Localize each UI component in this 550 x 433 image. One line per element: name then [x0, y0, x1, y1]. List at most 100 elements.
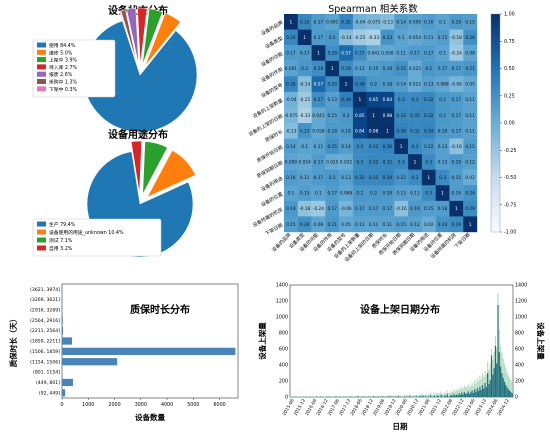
shelf-bar-142: [474, 389, 476, 397]
shelf-overlay-bar-48: [352, 396, 354, 397]
shelf-overlay-bar-92: [409, 394, 411, 397]
heat-value-5-11: 0.2: [439, 97, 446, 103]
shelf-bar-161: [498, 352, 500, 397]
heat-cell-13-5: [352, 216, 367, 233]
shelf-overlay-bar-53: [358, 396, 360, 397]
heat-cell-6-2: [311, 107, 326, 124]
heat-value-1-13: 0.26: [465, 35, 475, 41]
heat-value-7-4: 0.18: [341, 128, 351, 134]
heat-value-7-0: -0.13: [285, 128, 296, 134]
heat-value-1-6: -0.33: [368, 35, 379, 41]
heat-value-12-6: 0.17: [369, 206, 379, 212]
heat-cell-1-1: [297, 29, 312, 46]
heat-cell-12-1: [297, 200, 312, 217]
shelf-bar-125: [452, 395, 454, 397]
shelf-overlay-bar-123: [449, 392, 451, 397]
warranty-chart-title: 质保时长分布: [130, 303, 190, 316]
shelf-bar-160: [497, 305, 499, 397]
heat-cell-4-5: [352, 76, 367, 93]
shelf-bar-114: [437, 396, 439, 397]
shelf-date-x-axis-label: 日期: [393, 421, 408, 431]
heat-value-0-0: 1: [290, 19, 293, 25]
legend-label-6: 下架中 0.3%: [49, 86, 78, 93]
pie-slice-3: [137, 7, 148, 66]
heat-value-9-8: 0.3: [398, 160, 405, 166]
heatmap-colorbar: [490, 13, 501, 233]
shelf-overlay-bar-102: [422, 393, 424, 397]
heat-cell-12-2: [311, 200, 326, 217]
shelf-bar-148: [481, 385, 484, 397]
shelf-bar-164: [502, 377, 504, 397]
heat-value-3-12: 0.17: [452, 66, 462, 72]
heat-value-4-3: 0.29: [327, 82, 337, 88]
heat-cell-5-3: [325, 91, 340, 108]
shelf-overlay-bar-93: [410, 395, 412, 397]
legend-swatch-0: [37, 42, 46, 48]
heat-value-6-5: 0.85: [355, 113, 365, 119]
heat-cell-10-7: [380, 169, 395, 186]
shelf-overlay-bar-71: [382, 395, 384, 397]
heat-value-7-7: 1: [386, 128, 389, 134]
heat-value-12-4: -0.06: [340, 206, 351, 212]
shelf-bar-170: [510, 392, 512, 397]
shelf-bar-145: [477, 391, 480, 397]
heat-value-0-10: 0.16: [424, 19, 434, 25]
shelf-overlay-bar-55: [361, 395, 363, 397]
heat-value-11-4: 0.068: [340, 191, 353, 197]
heat-cell-9-10: [421, 154, 436, 170]
heat-cell-3-10: [421, 60, 436, 77]
heat-value-5-7: 0.84: [383, 97, 393, 103]
warranty-bar-1: [62, 378, 74, 387]
heat-value-5-12: 0.17: [452, 97, 462, 103]
heat-cell-7-6: [366, 123, 381, 139]
heat-cell-13-4: [339, 216, 354, 233]
shelf-bar-133: [462, 394, 464, 397]
shelf-overlay-bar-137: [467, 384, 469, 397]
heat-cell-8-5: [352, 138, 367, 155]
heat-cell-8-13: [463, 138, 478, 155]
heat-cell-3-9: [408, 60, 423, 77]
shelf-overlay-bar-29: [327, 396, 329, 397]
shelf-overlay-bar-146: [479, 375, 481, 397]
shelf-bar-140: [471, 390, 473, 397]
heat-cell-6-6: [366, 107, 381, 124]
heat-cell-10-6: [366, 169, 381, 186]
heat-cell-3-5: [352, 60, 367, 77]
shelf-overlay-bar-35: [335, 395, 337, 397]
heat-value-13-0: 0.15: [286, 222, 296, 228]
shelf-overlay-bar-58: [365, 396, 367, 397]
heat-value-6-4: 0.2: [343, 113, 350, 119]
shelf-ytick-label-2: 400: [279, 363, 288, 369]
warranty-xtick-label-3: 3000: [135, 402, 147, 408]
shelf-overlay-bar-101: [420, 395, 423, 397]
heat-cell-12-0: [284, 200, 298, 217]
warranty-category-7: (2564, 2916]: [30, 318, 60, 324]
heat-value-8-6: 0.32: [369, 144, 379, 150]
legend-label-1: 维修 5.0%: [49, 49, 73, 56]
heat-cell-12-11: [435, 200, 450, 217]
shelf-bar-111: [433, 395, 436, 397]
shelf-bar-83: [397, 396, 399, 397]
shelf-bar-146: [479, 386, 481, 397]
usage-pie-legend-box: [32, 218, 162, 257]
heat-value-4-11: 0.068: [436, 82, 449, 88]
shelf-overlay-bar-169: [509, 377, 511, 397]
heat-value-5-4: 0.39: [341, 97, 351, 103]
heat-value-9-12: 0.19: [452, 160, 462, 166]
heat-cell-6-12: [449, 107, 464, 124]
heat-value-4-2: 0.57: [314, 82, 324, 88]
heat-value-9-5: 0.3: [356, 160, 363, 166]
heat-value-4-7: 0.18: [383, 82, 393, 88]
heat-cell-8-6: [366, 138, 381, 155]
heat-row-label-11: 设备的位置: [260, 190, 284, 208]
heat-cell-6-4: [339, 107, 354, 124]
status-pie-chart: 设备状态分布 使用 84.4%维修 5.0%上架中 3.9%待入库 2.7%报废…: [32, 4, 198, 133]
heat-cell-6-5: [352, 107, 367, 124]
heat-cell-1-0: [284, 29, 298, 46]
heat-value-11-2: 0.1: [315, 191, 322, 197]
shelf-bar-134: [463, 392, 465, 397]
heat-cell-10-13: [463, 169, 478, 186]
heat-value-10-3: 0.2: [329, 175, 336, 181]
heat-value-6-0: -0.075: [284, 113, 298, 119]
